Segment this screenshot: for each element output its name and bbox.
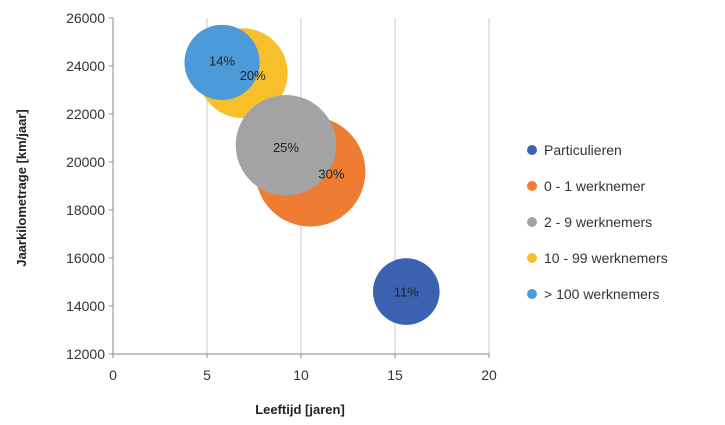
y-tick-label: 22000 [66, 106, 105, 122]
x-tick-label: 20 [481, 367, 497, 383]
y-tick-label: 16000 [66, 250, 105, 266]
bubble [235, 94, 337, 196]
bubble [372, 258, 440, 325]
bubble-label: 30% [318, 167, 344, 182]
x-tick-labels: 0 5 10 15 20 [109, 367, 497, 383]
legend-label: 2 - 9 werknemers [544, 214, 652, 230]
y-axis-title: Jaarkilometrage [km/jaar] [14, 109, 29, 267]
y-tick-label: 14000 [66, 298, 105, 314]
y-tick-label: 26000 [66, 10, 105, 26]
legend-label: Particulieren [544, 142, 622, 158]
legend-marker [527, 253, 537, 263]
legend-marker [527, 289, 537, 299]
x-tick-label: 15 [387, 367, 403, 383]
gridlines [206, 18, 490, 354]
x-tick-label: 0 [109, 367, 117, 383]
legend-marker [527, 217, 537, 227]
x-axis-title: Leeftijd [jaren] [255, 402, 345, 417]
legend: Particulieren 0 - 1 werknemer 2 - 9 werkne… [527, 142, 668, 302]
legend-marker [527, 181, 537, 191]
x-tick-label: 5 [203, 367, 211, 383]
y-tick-label: 24000 [66, 58, 105, 74]
bubbles [184, 24, 440, 325]
bubble-label: 20% [240, 68, 266, 83]
legend-label: 10 - 99 werknemers [544, 250, 668, 266]
y-tick-label: 18000 [66, 202, 105, 218]
y-tick-labels: 12000 14000 16000 18000 20000 22000 24000 26000 [66, 10, 105, 362]
y-tick-label: 12000 [66, 346, 105, 362]
bubble-label: 11% [394, 285, 419, 300]
bubble-labels: 11% 30% 25% 20% 14% [209, 53, 419, 299]
legend-label: 0 - 1 werknemer [544, 178, 645, 194]
legend-marker [527, 145, 537, 155]
x-tick-label: 10 [293, 367, 309, 383]
y-tick-label: 20000 [66, 154, 105, 170]
legend-label: > 100 werknemers [544, 286, 660, 302]
axes [109, 17, 490, 358]
bubble-label: 25% [273, 140, 299, 155]
bubble-label: 14% [209, 53, 235, 68]
bubble [184, 24, 260, 100]
